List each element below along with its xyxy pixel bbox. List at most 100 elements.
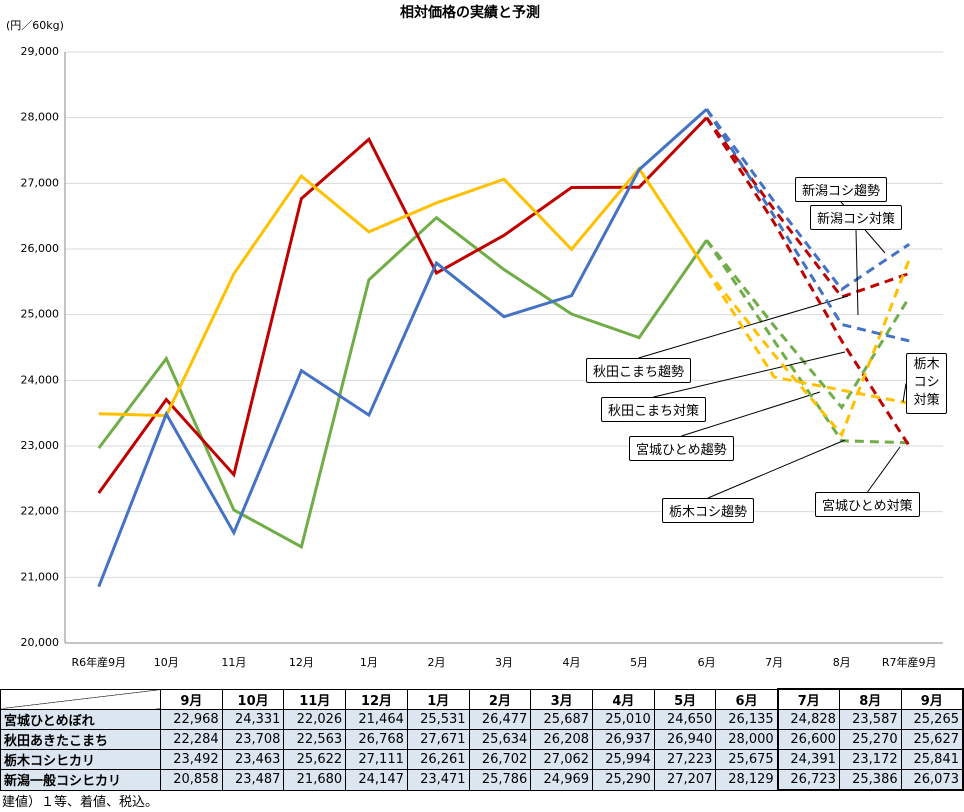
- x-tick-label: 10月: [154, 656, 179, 669]
- forecast-line: [705, 269, 910, 405]
- forecast-line: [705, 239, 910, 445]
- table-cell: 23,471: [406, 769, 470, 791]
- x-tick-label: 11月: [221, 656, 246, 669]
- forecast-line: [705, 116, 911, 447]
- table-cell: 26,768: [345, 729, 408, 750]
- table-cell: 23,463: [221, 749, 285, 770]
- y-tick-label: 26,000: [21, 242, 60, 255]
- table-cell: 25,531: [406, 709, 470, 730]
- y-tick-label: 28,000: [21, 111, 60, 124]
- chart: 相対価格の実績と予測 (円／60kg) 20,000 21,000 22,000 23…: [6, 4, 943, 669]
- column-header: 9月: [900, 688, 964, 710]
- column-header: 6月: [715, 688, 779, 710]
- x-tick-label: 8月: [833, 656, 851, 669]
- column-header: 3月: [530, 688, 594, 710]
- table-cell: 25,841: [900, 749, 964, 770]
- row-label: 秋田あきたこまち: [0, 729, 161, 750]
- table-cell: 22,968: [160, 709, 223, 730]
- table-row: 新潟一般コシヒカリ 20,858 23,487 21,680 24,147 23,471 2…: [0, 769, 964, 791]
- callout: 秋田こまち対策: [601, 397, 707, 422]
- y-tick-label: 23,000: [21, 439, 60, 452]
- header-row: 9月 10月 11月 12月 1月 2月 3月 4月 5月 6月 7月 8月 9月: [0, 688, 964, 710]
- table-cell: 21,464: [345, 709, 408, 730]
- x-tick-label: R7年産9月: [882, 655, 937, 669]
- table-cell: 26,208: [530, 729, 594, 750]
- column-header: 11月: [283, 688, 347, 710]
- table-cell: 24,331: [221, 709, 285, 730]
- x-tick-label: R6年産9月: [71, 655, 126, 669]
- table-cell: 28,000: [715, 729, 779, 750]
- table-cell: 23,587: [838, 709, 902, 730]
- table-cell: 22,026: [283, 709, 347, 730]
- table-cell: 27,207: [653, 769, 717, 791]
- forecast-line: [705, 239, 911, 411]
- series-line: [97, 116, 708, 494]
- callout: 新潟コシ対策: [810, 205, 903, 230]
- callout-leader: [902, 383, 907, 403]
- chart-title: 相対価格の実績と予測: [400, 4, 540, 21]
- table-cell: 25,687: [530, 709, 594, 730]
- table-row: 宮城ひとめぼれ 22,968 24,331 22,026 21,464 25,531 26,…: [0, 709, 964, 730]
- table-cell: 25,675: [715, 749, 779, 770]
- table-cell: 26,135: [715, 709, 779, 730]
- callout: 宮城ひとめ趨勢: [629, 436, 734, 461]
- table-cell: 25,994: [592, 749, 655, 770]
- table-cell: 27,223: [653, 749, 717, 770]
- table-cell: 25,265: [900, 709, 964, 730]
- table-cell: 21,680: [283, 769, 347, 791]
- table-cell: 20,858: [160, 769, 223, 791]
- table-note: 建値）１等、着値、税込。: [2, 795, 159, 810]
- y-tick-label: 21,000: [21, 570, 60, 583]
- table-cell: 25,290: [592, 769, 655, 791]
- column-header: 8月: [838, 688, 902, 710]
- callout: 栃木コシ趨勢: [662, 498, 755, 523]
- table-cell: 23,172: [838, 749, 902, 770]
- row-label: 宮城ひとめぼれ: [0, 709, 161, 730]
- column-header: 4月: [592, 688, 655, 710]
- corner-cell: [0, 688, 161, 710]
- x-tick-label: 3月: [495, 656, 513, 669]
- x-tick-label: 12月: [289, 656, 314, 669]
- column-header: 7月: [776, 688, 840, 710]
- table-cell: 24,828: [776, 709, 840, 730]
- table-cell: 25,386: [838, 769, 902, 791]
- series-line: [98, 166, 708, 418]
- column-header: 9月: [160, 688, 223, 710]
- y-tick-label: 27,000: [21, 176, 60, 189]
- table-cell: 23,487: [221, 769, 285, 791]
- series-line: [97, 215, 708, 550]
- forecast-line: [705, 116, 910, 299]
- callout-leader: [867, 446, 901, 493]
- y-tick-label: 25,000: [21, 308, 60, 321]
- y-tick-label: 24,000: [21, 373, 60, 386]
- table-cell: 24,391: [776, 749, 840, 770]
- callout-leader: [707, 439, 846, 499]
- callout-leader: [653, 351, 846, 398]
- table-cell: 26,723: [776, 769, 840, 791]
- table-cell: 26,702: [468, 749, 532, 770]
- column-header: 5月: [653, 688, 717, 710]
- callout: 新潟コシ趨勢: [795, 177, 888, 202]
- x-tick-label: 6月: [698, 656, 716, 669]
- data-table: 9月 10月 11月 12月 1月 2月 3月 4月 5月 6月 7月 8月 9月 宮城ひとめぼれ 22,9…: [0, 688, 964, 791]
- x-tick-label: 4月: [563, 656, 581, 669]
- table-row: 秋田あきたこまち 22,284 23,708 22,563 26,768 27,671 25…: [0, 729, 964, 750]
- table-cell: 27,671: [406, 729, 470, 750]
- forecast-line: [705, 108, 910, 343]
- column-header: 2月: [468, 688, 532, 710]
- x-tick-label: 2月: [427, 656, 445, 669]
- table-cell: 27,111: [345, 749, 408, 770]
- table-cell: 25,786: [468, 769, 532, 791]
- table-cell: 27,062: [530, 749, 594, 770]
- row-label: 栃木コシヒカリ: [0, 749, 161, 770]
- table-row: 栃木コシヒカリ 23,492 23,463 25,622 27,111 26,261 26,…: [0, 749, 964, 770]
- table-cell: 26,600: [776, 729, 840, 750]
- callout: 秋田こまち趨勢: [586, 358, 692, 383]
- forecast-line: [705, 108, 911, 292]
- table-cell: 26,937: [592, 729, 655, 750]
- row-label: 新潟一般コシヒカリ: [0, 769, 161, 791]
- table-cell: 25,627: [900, 729, 964, 750]
- table-cell: 25,270: [838, 729, 902, 750]
- column-header: 1月: [406, 688, 470, 710]
